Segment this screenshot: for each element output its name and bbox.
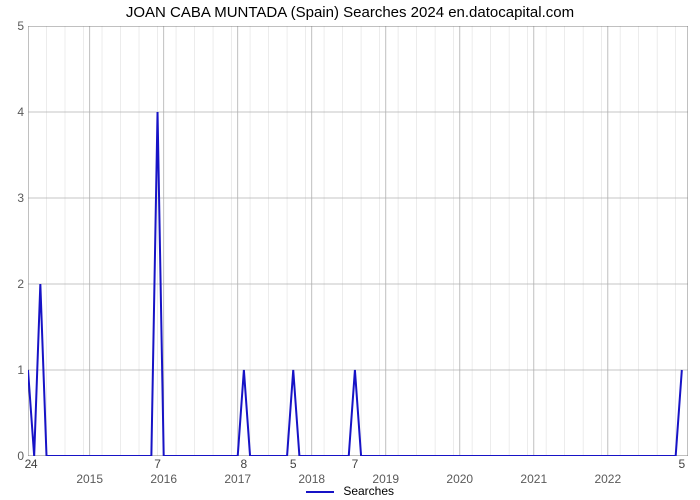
data-point-label: 7 bbox=[352, 457, 359, 471]
y-tick-label: 0 bbox=[6, 449, 24, 463]
y-tick-label: 2 bbox=[6, 277, 24, 291]
data-point-label: 7 bbox=[154, 457, 161, 471]
legend-swatch bbox=[306, 491, 334, 493]
y-tick-label: 5 bbox=[6, 19, 24, 33]
data-point-label: 5 bbox=[678, 457, 685, 471]
chart-plot bbox=[28, 26, 688, 456]
chart-title: JOAN CABA MUNTADA (Spain) Searches 2024 … bbox=[0, 4, 700, 21]
data-point-label: 5 bbox=[290, 457, 297, 471]
legend: Searches bbox=[0, 484, 700, 498]
data-point-label: 8 bbox=[241, 457, 248, 471]
chart-container: JOAN CABA MUNTADA (Spain) Searches 2024 … bbox=[0, 0, 700, 500]
legend-label: Searches bbox=[343, 484, 394, 498]
y-tick-label: 3 bbox=[6, 191, 24, 205]
y-tick-label: 1 bbox=[6, 363, 24, 377]
data-point-label: 4 bbox=[31, 457, 38, 471]
y-tick-label: 4 bbox=[6, 105, 24, 119]
